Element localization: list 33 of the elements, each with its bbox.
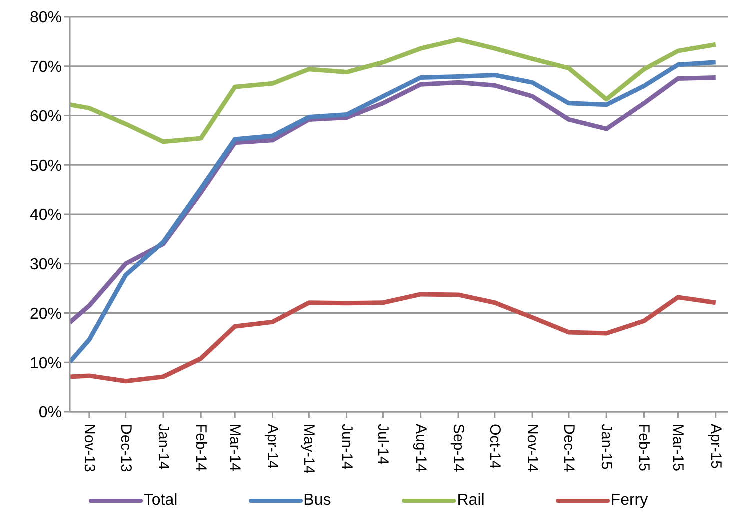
x-tick-label: Jul-14 — [374, 424, 392, 465]
x-tick-label: Jan-15 — [598, 424, 616, 470]
x-tick-label: Aug-14 — [412, 424, 430, 472]
line-series — [70, 37, 718, 144]
x-tick-label: Mar-15 — [670, 424, 687, 472]
x-tick-label: Apr-15 — [707, 424, 724, 470]
x-tick-label: Dec-14 — [560, 424, 578, 472]
y-tick-label: 20% — [30, 306, 62, 323]
x-tick-label: Dec-13 — [117, 424, 134, 472]
line-series — [70, 292, 718, 384]
x-tick-label: Feb-14 — [192, 424, 210, 472]
y-tick-label: 60% — [30, 108, 62, 126]
x-tick-label: Jun-14 — [338, 424, 356, 470]
legend-label: Rail — [457, 492, 485, 510]
legend-label: Ferry — [610, 492, 648, 510]
x-tick-label: Sep-14 — [450, 424, 467, 472]
x-tick-label: Apr-14 — [264, 424, 282, 470]
legend-label: Bus — [304, 492, 332, 510]
x-tick-label: Nov-13 — [80, 424, 98, 472]
x-tick-label: Feb-15 — [636, 424, 653, 472]
x-tick-label: Jan-14 — [154, 424, 172, 470]
x-tick-label: Nov-14 — [524, 424, 542, 472]
y-tick-label: 70% — [30, 59, 62, 76]
y-tick-label: 0% — [38, 404, 62, 422]
x-tick-label: Oct-14 — [486, 424, 504, 470]
y-tick-label: 10% — [30, 355, 62, 372]
legend-label: Total — [144, 492, 178, 510]
y-tick-label: 50% — [30, 158, 62, 175]
x-tick-label: Mar-14 — [226, 424, 244, 472]
y-tick-label: 40% — [30, 207, 62, 224]
y-tick-label: 80% — [30, 10, 62, 27]
x-tick-label: May-14 — [300, 424, 318, 474]
y-tick-label: 30% — [30, 256, 62, 274]
